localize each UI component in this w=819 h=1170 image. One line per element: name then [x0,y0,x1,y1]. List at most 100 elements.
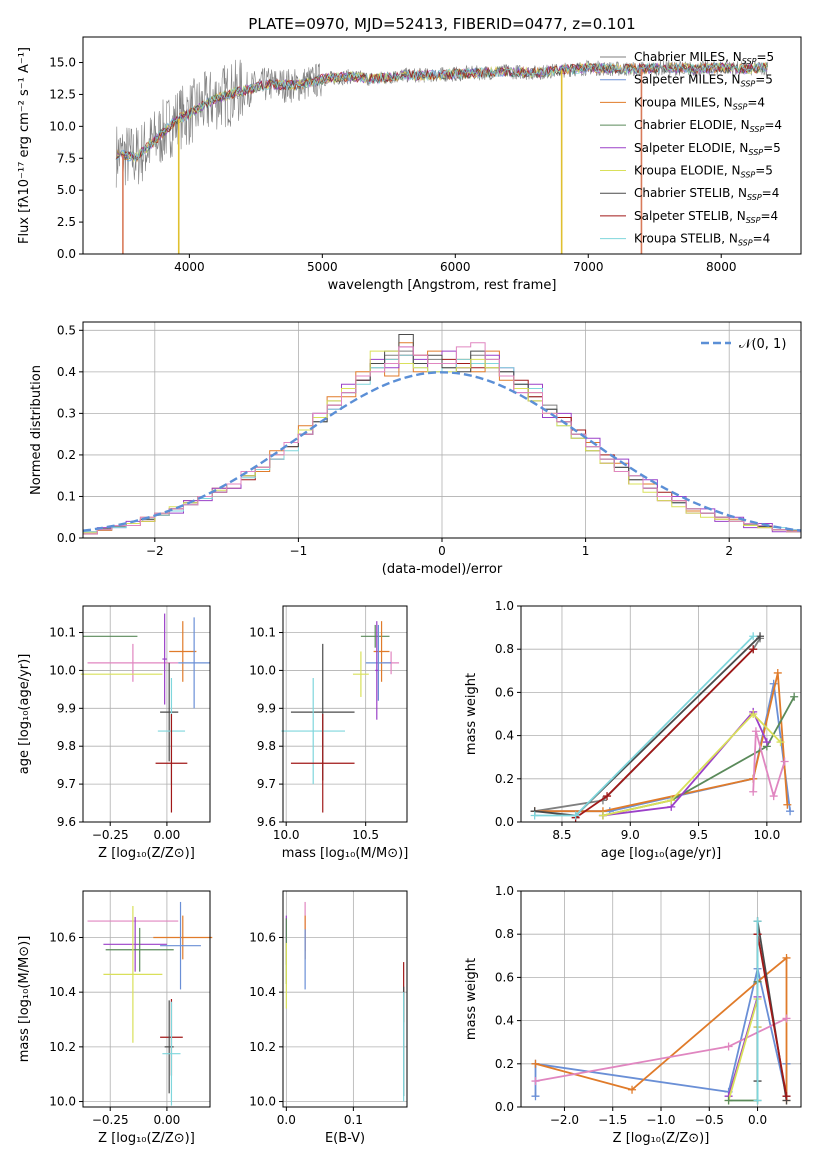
x-tick-label: 5000 [307,260,338,274]
y-tick-label: 0.1 [57,489,76,503]
y-tick-label: 9.9 [57,701,76,715]
panel-0: 4000 5000 6000 7000 8000 0.0 2.5 5.0 7.5 10.0 12.5… [17,36,802,293]
data-point [365,624,392,701]
data-point [103,916,167,972]
axes: −0.25 0.00 9.6 9.7 9.8 9.9 10.0 10.1 Z [log₁₀(Z/… [17,605,211,861]
axes: −2.0 −1.5 −1.0 −0.5 0.0 0.0 0.2 0.4 0.6 0.8 1.0 Z [… [464,884,802,1146]
series-marker [531,1077,540,1086]
x-tick-label: 6000 [440,260,471,274]
axes-frame [82,605,211,823]
model-spectrum [116,62,768,162]
series-marker [598,811,607,820]
y-tick-label: 0.4 [495,729,514,743]
y-tick-label: 15.0 [49,56,76,70]
series-line [531,1014,791,1086]
y-axis-label: Flux [fλ10⁻¹⁷ erg cm⁻² s⁻¹ A⁻¹] [17,47,32,244]
series-marker [531,1059,540,1068]
panel-4: 8.5 9.0 9.5 10.0 0.0 0.2 0.4 0.6 0.8 1.0 age [log₁… [464,599,802,861]
data-point [160,662,179,762]
axes: 0.0 0.1 10.0 10.2 10.4 10.6 E(B-V) [249,890,408,1146]
y-tick-label: 10.4 [249,985,276,999]
y-tick-label: 10.4 [49,985,76,999]
data-point [352,651,369,697]
y-tick-label: 9.6 [257,815,276,829]
series-line [749,727,789,801]
series-marker [786,807,795,816]
series-line [571,645,758,822]
axes-frame [520,605,802,823]
gaussian-curve [82,371,802,532]
series-marker [753,917,762,926]
data-point [155,714,188,813]
figure-title: PLATE=0970, MJD=52413, FIBERID=0477, z=0… [248,15,635,33]
axes: 4000 5000 6000 7000 8000 0.0 2.5 5.0 7.5 10.0 12.5… [17,36,802,293]
axes: −0.25 0.00 10.0 10.2 10.4 10.6 Z [log₁₀(Z/Z⊙)]… [17,890,211,1146]
data-point [103,906,163,1043]
y-tick-label: 10.0 [249,1095,276,1109]
data-point [360,624,390,648]
data-point [162,613,167,705]
x-tick-label: −0.25 [92,1113,129,1127]
series-marker [749,632,758,641]
legend-label: Salpeter MILES, NSSP=5 [634,73,773,89]
axes: 8.5 9.0 9.5 10.0 0.0 0.2 0.4 0.6 0.8 1.0 age [log₁… [464,599,802,861]
y-tick-label: 10.6 [49,930,76,944]
x-tick-label: 10.0 [273,828,300,842]
series-marker [769,792,778,801]
data-point [164,1000,174,1094]
series-marker [724,1096,733,1105]
legend-label: Kroupa MILES, NSSP=4 [634,95,765,111]
data-point [160,901,201,990]
series-marker [530,811,539,820]
x-tick-label: 8000 [706,260,737,274]
y-tick-label: 5.0 [57,183,76,197]
x-tick-label: −0.25 [92,828,129,842]
x-tick-label: −0.5 [695,1113,724,1127]
series-marker [724,1042,733,1051]
y-tick-label: 10.2 [249,1040,276,1054]
plot-area [82,334,802,538]
axes-frame [82,36,802,255]
plot-area [531,917,791,1105]
plot-area [115,59,769,254]
y-tick-label: 9.8 [57,739,76,753]
x-axis-label: mass [log₁₀(M/M⊙)] [282,846,409,861]
series-path [534,635,754,817]
y-axis-label: mass [log₁₀(M/M⊙)] [17,936,32,1063]
axes: −2 −1 0 1 2 0.0 0.1 0.2 0.3 0.4 0.5 (data-model)/er… [29,321,802,577]
series-line [598,710,785,820]
axes-frame [282,890,408,1108]
y-tick-label: 10.0 [49,119,76,133]
x-tick-label: 10.0 [753,828,780,842]
axes: 10.0 10.5 9.6 9.7 9.8 9.9 10.0 10.1 mass [log₁₀(… [249,605,409,861]
plot-area [285,901,405,1102]
legend-label: Chabrier ELODIE, NSSP=4 [634,118,782,134]
series-marker [776,738,785,747]
x-tick-label: −1.5 [598,1113,627,1127]
legend-label: 𝒩(0, 1) [739,337,786,352]
plot-area [87,901,213,1106]
panel-2: −0.25 0.00 9.6 9.7 9.8 9.9 10.0 10.1 Z [log₁₀(Z/… [17,605,211,861]
x-tick-label: 1 [582,544,590,558]
series-marker [753,1096,762,1105]
panel-6: 0.0 0.1 10.0 10.2 10.4 10.6 E(B-V) [249,890,408,1146]
x-tick-label: 0 [438,544,446,558]
series-line [598,707,771,820]
series-marker [603,792,612,801]
y-tick-label: 12.5 [49,87,76,101]
x-tick-label: −2 [146,544,164,558]
data-point [281,678,345,785]
series-marker [749,645,758,654]
y-tick-label: 0.2 [495,772,514,786]
x-tick-label: 0.00 [154,1113,181,1127]
series-marker [628,1085,637,1094]
y-tick-label: 10.6 [249,930,276,944]
y-axis-label: mass weight [464,958,479,1040]
series-marker [780,757,789,766]
series-path [602,710,768,817]
panel-5: −0.25 0.00 10.0 10.2 10.4 10.6 Z [log₁₀(Z/Z⊙)]… [17,890,213,1146]
y-tick-label: 0.6 [495,685,514,699]
y-tick-label: 9.7 [257,777,276,791]
y-tick-label: 10.0 [49,663,76,677]
series-path [756,934,788,1097]
